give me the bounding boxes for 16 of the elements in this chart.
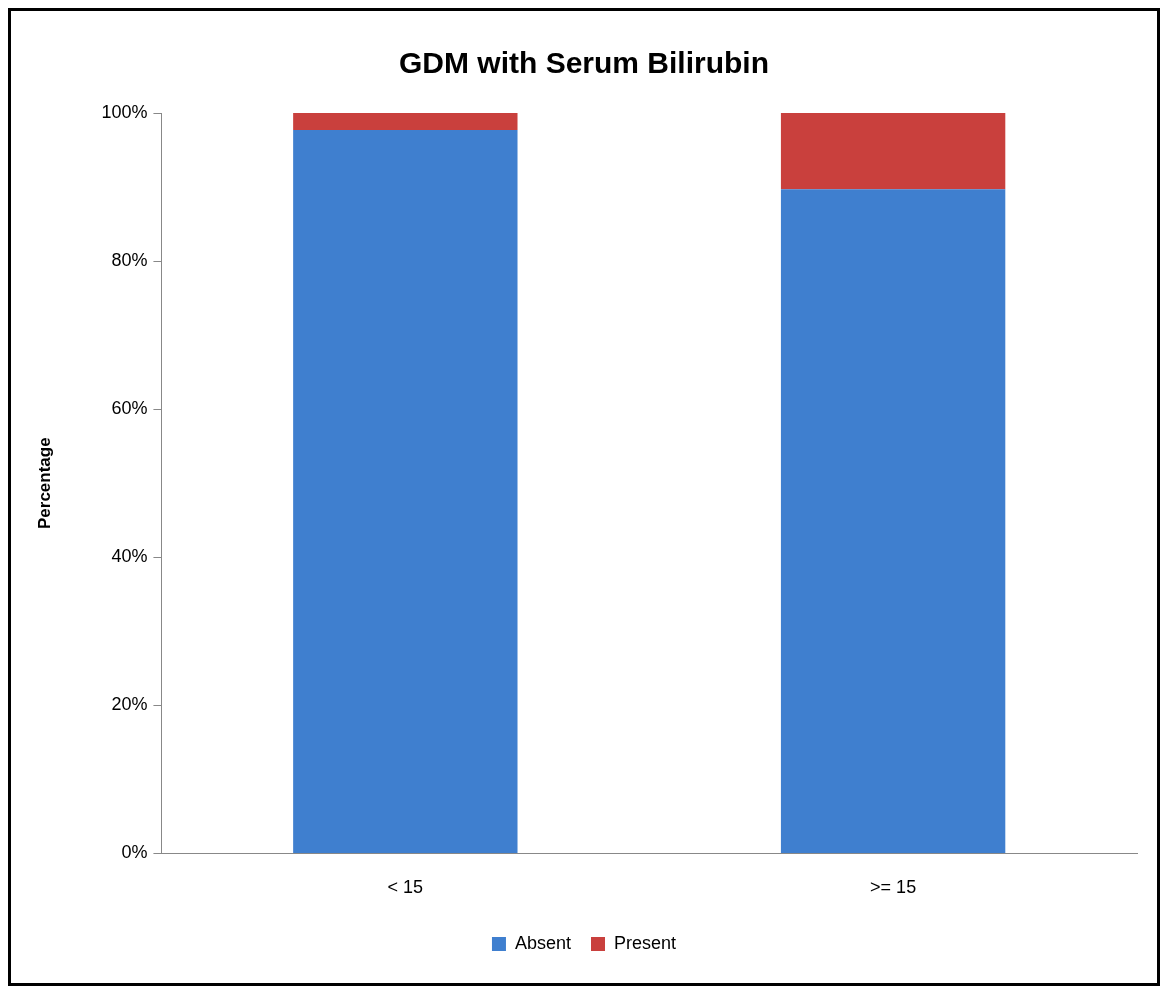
y-tick-label: 80%	[111, 250, 148, 271]
bar	[780, 189, 1006, 853]
bar	[293, 130, 518, 853]
legend-label: Absent	[514, 932, 572, 953]
y-axis-title: Percentage	[34, 437, 54, 530]
y-tick-label: 20%	[111, 694, 148, 715]
y-tick-label: 40%	[111, 546, 148, 567]
bar	[293, 113, 518, 131]
chart-title: GDM with Serum Bilirubin	[398, 46, 770, 80]
y-tick-label: 60%	[111, 398, 148, 419]
x-tick-label: >= 15	[870, 877, 917, 898]
legend-label: Present	[614, 932, 677, 953]
bar	[780, 113, 1006, 190]
y-tick-label: 100%	[101, 101, 148, 122]
y-tick-label: 0%	[121, 842, 148, 863]
x-tick-label: < 15	[387, 877, 424, 898]
